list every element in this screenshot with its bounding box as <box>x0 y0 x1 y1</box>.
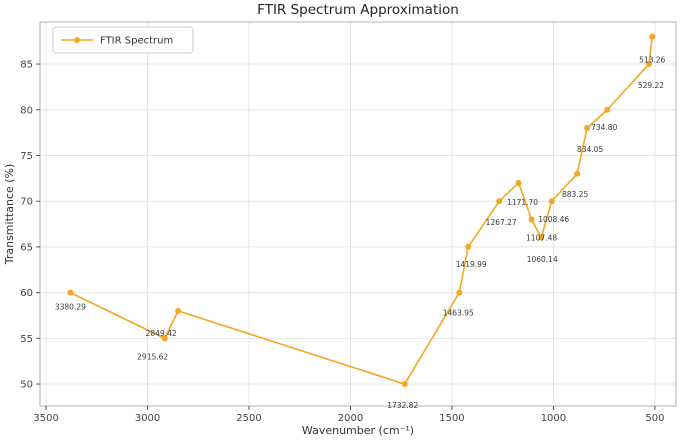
point-annotation: 1171.70 <box>507 198 538 207</box>
point-annotation: 734.80 <box>591 123 617 132</box>
x-axis-label: Wavenumber (cm⁻¹) <box>302 424 414 437</box>
data-point-marker <box>538 234 545 241</box>
point-annotations: 3380.29 2915.62 2849.42 1732.82 1463.95 1419.… <box>55 56 666 410</box>
data-point-marker <box>584 125 591 132</box>
y-tick-label: 65 <box>20 242 33 253</box>
point-annotation: 1267.27 <box>486 218 517 227</box>
legend-label: FTIR Spectrum <box>100 36 173 47</box>
data-point-marker <box>67 289 74 296</box>
point-annotation: 2849.42 <box>146 329 177 338</box>
point-annotation: 1008.46 <box>538 215 569 224</box>
legend-box <box>52 26 194 54</box>
data-point-marker <box>548 198 555 205</box>
grid-lines <box>40 22 676 406</box>
data-point-marker <box>175 307 182 314</box>
point-annotation: 834.05 <box>577 145 603 154</box>
y-tick-label: 70 <box>20 197 33 208</box>
x-tick-label: 3000 <box>135 413 160 424</box>
legend-marker-icon <box>74 37 80 43</box>
data-point-marker <box>574 170 581 177</box>
chart-title: FTIR Spectrum Approximation <box>257 2 459 18</box>
y-tick-label: 50 <box>20 380 33 391</box>
y-tick-label: 55 <box>20 334 33 345</box>
data-point-marker <box>645 61 652 68</box>
y-axis-label: Transmittance (%) <box>3 164 16 266</box>
ftir-spectrum-series <box>67 33 656 388</box>
y-tick-label: 60 <box>20 288 33 299</box>
point-annotation: 2915.62 <box>137 352 168 361</box>
x-tick-label: 1000 <box>541 413 566 424</box>
data-point-marker <box>604 106 611 113</box>
point-annotation: 1419.99 <box>456 260 487 269</box>
data-point-marker <box>401 381 408 388</box>
x-tick-label: 2000 <box>338 413 363 424</box>
x-tick-label: 500 <box>645 413 664 424</box>
x-tick-label: 3500 <box>33 413 58 424</box>
y-tick-label: 80 <box>20 105 33 116</box>
point-annotation: 1060.14 <box>527 255 558 264</box>
data-point-marker <box>528 216 535 223</box>
point-annotation: 883.25 <box>562 190 588 199</box>
legend: FTIR Spectrum <box>52 26 194 54</box>
point-annotation: 3380.29 <box>55 303 86 312</box>
spectrum-line <box>70 36 653 385</box>
axes: 3500 3000 2500 2000 1500 1000 500 50 55 60 65 70 75 8… <box>20 21 677 424</box>
point-annotation: 529.22 <box>638 81 664 90</box>
x-tick-label: 2500 <box>236 413 261 424</box>
x-tick-label: 1500 <box>439 413 464 424</box>
point-annotation: 1107.48 <box>526 233 557 242</box>
data-point-marker <box>649 33 656 40</box>
data-point-marker <box>456 289 463 296</box>
data-point-marker <box>161 335 168 342</box>
point-annotation: 1732.82 <box>387 401 418 410</box>
data-point-marker <box>465 243 472 250</box>
data-point-marker <box>515 179 522 186</box>
point-annotation: 513.26 <box>639 56 665 65</box>
point-annotation: 1463.95 <box>443 309 474 318</box>
data-point-marker <box>496 198 503 205</box>
y-tick-label: 75 <box>20 151 33 162</box>
y-tick-label: 85 <box>20 60 33 71</box>
